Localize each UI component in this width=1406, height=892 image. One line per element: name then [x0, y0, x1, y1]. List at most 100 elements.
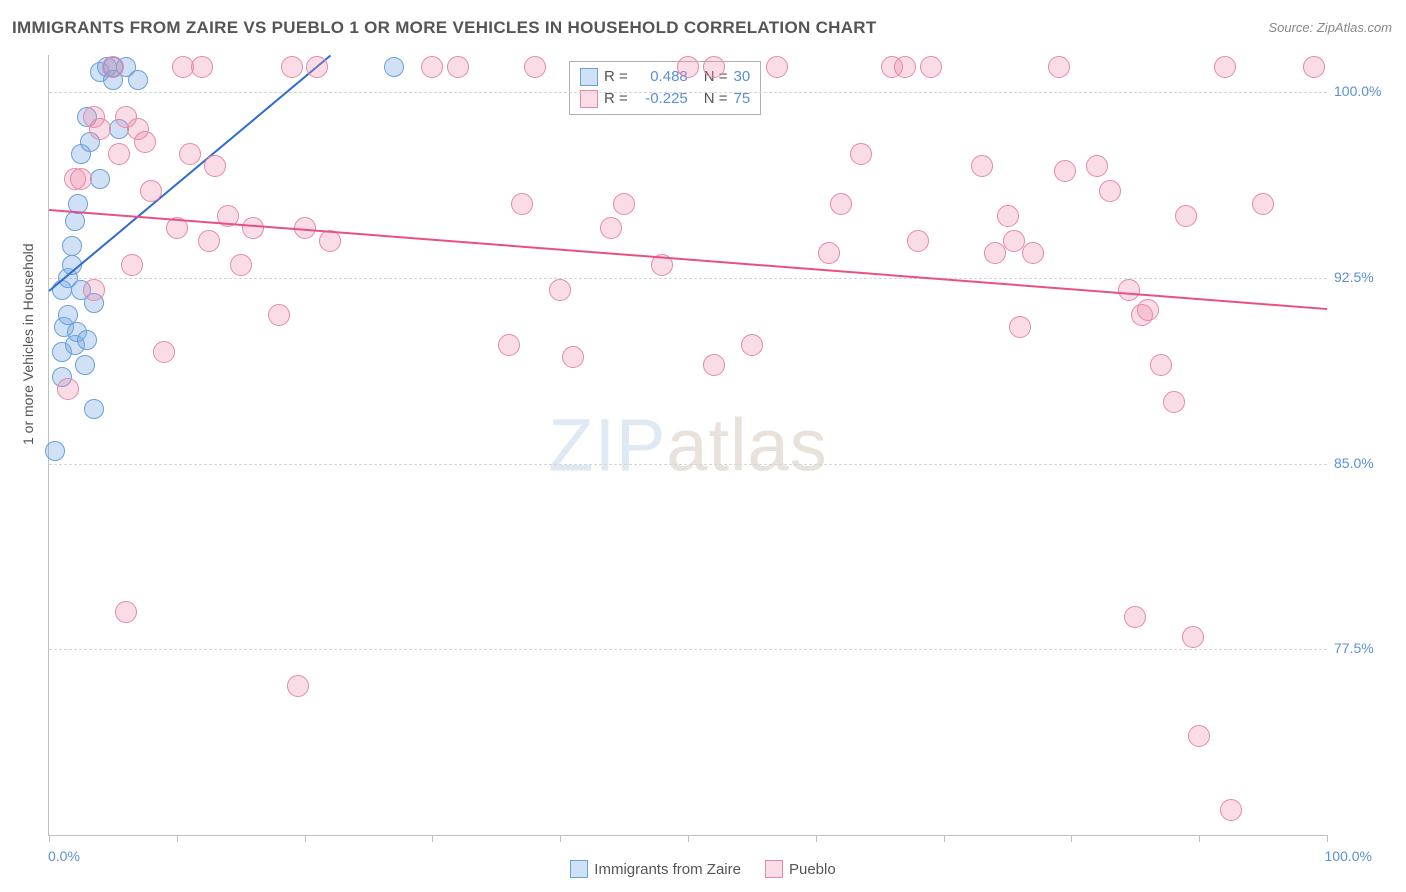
data-point	[894, 56, 916, 78]
data-point	[65, 211, 85, 231]
data-point	[83, 279, 105, 301]
legend-bottom: Immigrants from Zaire Pueblo	[0, 860, 1406, 878]
data-point	[179, 143, 201, 165]
gridline	[49, 278, 1327, 279]
data-point	[703, 56, 725, 78]
data-point	[850, 143, 872, 165]
data-point	[600, 217, 622, 239]
data-point	[498, 334, 520, 356]
data-point	[920, 56, 942, 78]
y-tick-label: 77.5%	[1334, 640, 1374, 656]
data-point	[1054, 160, 1076, 182]
data-point	[306, 56, 328, 78]
data-point	[613, 193, 635, 215]
watermark-part1: ZIP	[548, 404, 666, 487]
data-point	[703, 354, 725, 376]
gridline	[49, 649, 1327, 650]
data-point	[1175, 205, 1197, 227]
watermark: ZIPatlas	[548, 403, 827, 488]
x-tick	[49, 835, 50, 842]
data-point	[447, 56, 469, 78]
data-point	[281, 56, 303, 78]
x-max-label: 100.0%	[1325, 848, 1372, 864]
data-point	[1150, 354, 1172, 376]
legend-label-pueblo: Pueblo	[789, 861, 836, 878]
data-point	[549, 279, 571, 301]
n-value-zaire: 30	[734, 66, 751, 88]
data-point	[1163, 391, 1185, 413]
chart-title: IMMIGRANTS FROM ZAIRE VS PUEBLO 1 OR MOR…	[12, 18, 877, 38]
data-point	[421, 56, 443, 78]
x-tick	[1327, 835, 1328, 842]
data-point	[84, 399, 104, 419]
y-axis-title: 1 or more Vehicles in Household	[20, 243, 36, 445]
data-point	[268, 304, 290, 326]
data-point	[511, 193, 533, 215]
data-point	[1220, 799, 1242, 821]
x-tick	[688, 835, 689, 842]
x-tick	[560, 835, 561, 842]
data-point	[77, 330, 97, 350]
data-point	[1188, 725, 1210, 747]
swatch-zaire-icon	[570, 860, 588, 878]
data-point	[198, 230, 220, 252]
data-point	[1048, 56, 1070, 78]
data-point	[1214, 56, 1236, 78]
data-point	[102, 56, 124, 78]
data-point	[1252, 193, 1274, 215]
source-label: Source: ZipAtlas.com	[1268, 20, 1392, 35]
y-tick-label: 85.0%	[1334, 455, 1374, 471]
gridline	[49, 464, 1327, 465]
data-point	[1303, 56, 1325, 78]
x-tick	[432, 835, 433, 842]
data-point	[57, 378, 79, 400]
data-point	[45, 441, 65, 461]
data-point	[741, 334, 763, 356]
data-point	[384, 57, 404, 77]
data-point	[108, 143, 130, 165]
data-point	[90, 169, 110, 189]
data-point	[242, 217, 264, 239]
data-point	[191, 56, 213, 78]
legend-label-zaire: Immigrants from Zaire	[594, 861, 741, 878]
data-point	[62, 236, 82, 256]
r-label: R =	[604, 66, 628, 88]
chart-container: IMMIGRANTS FROM ZAIRE VS PUEBLO 1 OR MOR…	[0, 0, 1406, 892]
data-point	[1124, 606, 1146, 628]
data-point	[818, 242, 840, 264]
watermark-part2: atlas	[666, 404, 827, 487]
data-point	[115, 601, 137, 623]
data-point	[677, 56, 699, 78]
legend-correlation: R = 0.488 N = 30 R = -0.225 N = 75	[569, 61, 761, 115]
data-point	[830, 193, 852, 215]
plot-area: ZIPatlas R = 0.488 N = 30 R = -0.225 N =…	[48, 55, 1327, 836]
data-point	[1118, 279, 1140, 301]
data-point	[153, 341, 175, 363]
x-tick	[305, 835, 306, 842]
data-point	[1099, 180, 1121, 202]
data-point	[1003, 230, 1025, 252]
swatch-pueblo-icon	[765, 860, 783, 878]
data-point	[1086, 155, 1108, 177]
data-point	[75, 355, 95, 375]
gridline	[49, 92, 1327, 93]
data-point	[524, 56, 546, 78]
x-min-label: 0.0%	[48, 848, 80, 864]
data-point	[984, 242, 1006, 264]
data-point	[1022, 242, 1044, 264]
data-point	[128, 70, 148, 90]
data-point	[70, 168, 92, 190]
data-point	[140, 180, 162, 202]
x-tick	[816, 835, 817, 842]
data-point	[971, 155, 993, 177]
data-point	[89, 118, 111, 140]
data-point	[287, 675, 309, 697]
y-tick-label: 100.0%	[1334, 83, 1381, 99]
data-point	[134, 131, 156, 153]
x-tick	[1071, 835, 1072, 842]
x-tick	[944, 835, 945, 842]
swatch-zaire	[580, 68, 598, 86]
data-point	[766, 56, 788, 78]
data-point	[1182, 626, 1204, 648]
data-point	[1009, 316, 1031, 338]
